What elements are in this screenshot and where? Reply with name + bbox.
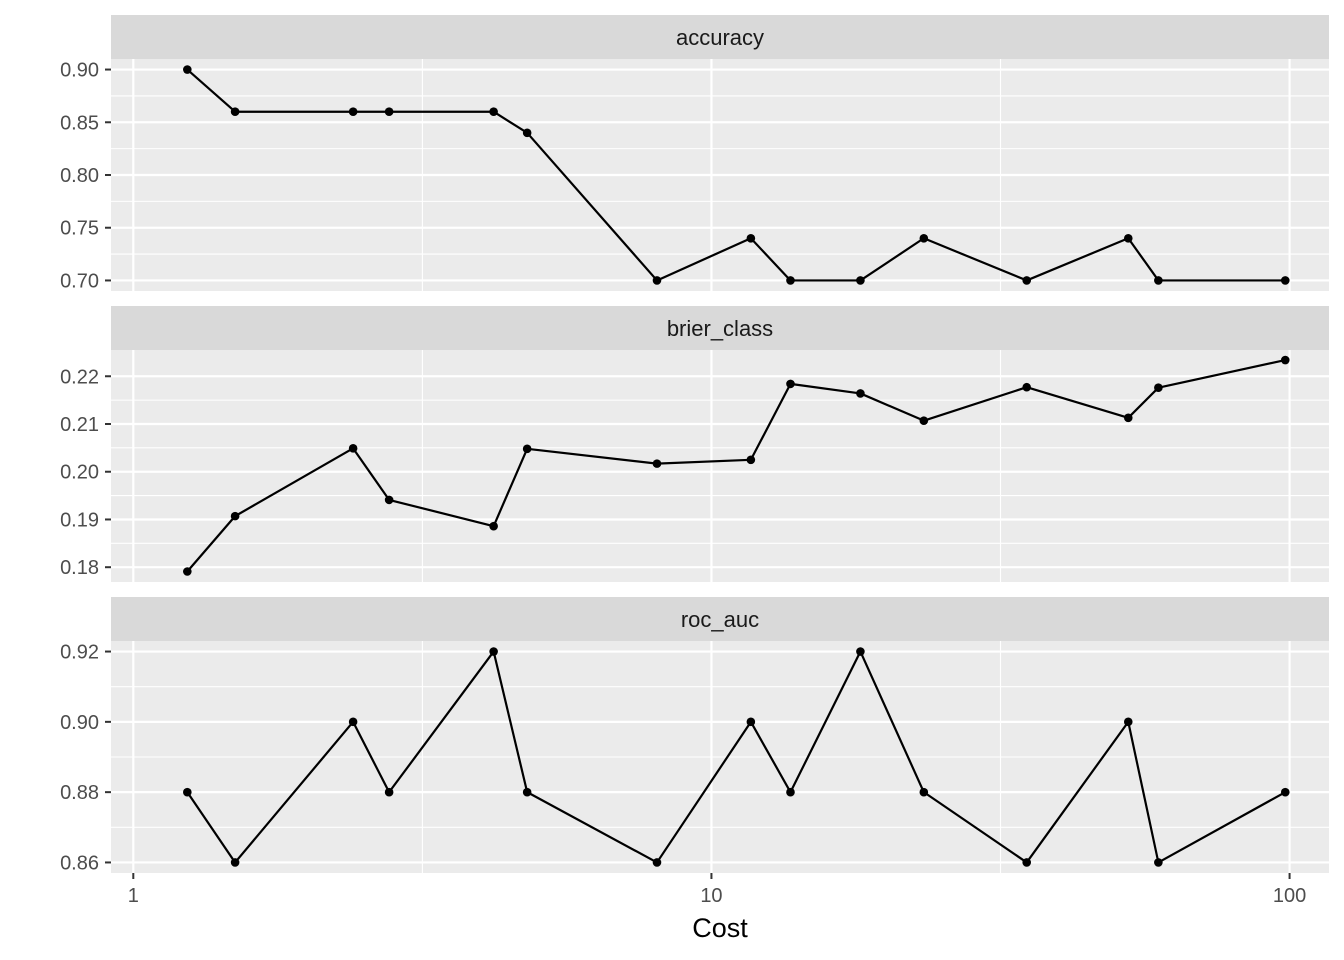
facet-panel-brier_class: brier_class 0.18 0.19 0.20 0.21 0.22: [60, 306, 1329, 582]
facet-strip-label: roc_auc: [681, 607, 759, 632]
y-tick-label: 0.18: [60, 557, 99, 579]
data-point: [522, 787, 532, 797]
panel-background: [111, 350, 1329, 582]
data-point: [1022, 858, 1032, 867]
data-point: [489, 107, 498, 117]
data-point: [1123, 233, 1133, 243]
gridlines: [111, 59, 1329, 291]
y-tick-label: 0.75: [60, 218, 99, 240]
data-point: [384, 495, 394, 505]
data-point: [230, 858, 240, 867]
data-point: [1022, 276, 1032, 285]
x-axis-title: Cost: [692, 913, 748, 943]
data-point: [348, 444, 358, 453]
y-tick-label: 0.19: [60, 509, 99, 531]
data-point: [183, 65, 192, 74]
x-axis: 1 10 100: [128, 873, 1306, 907]
data-point: [230, 107, 240, 117]
facet-strip-label: accuracy: [676, 25, 764, 50]
data-point: [1280, 276, 1290, 285]
data-point: [348, 107, 358, 117]
data-point: [230, 511, 240, 521]
y-tick-label: 0.92: [60, 642, 99, 664]
data-point: [652, 459, 662, 468]
y-tick-label: 0.90: [60, 712, 99, 734]
facet-panel-accuracy: accuracy 0.70 0.75 0.80 0.85 0.90: [60, 15, 1329, 292]
data-points-brier_class: [183, 355, 1290, 576]
data-point: [1154, 383, 1163, 393]
panels-layer: accuracy 0.70 0.75 0.80 0.85 0.90 brier_class 0…: [60, 15, 1329, 874]
data-point: [652, 276, 662, 285]
data-point: [652, 858, 662, 867]
y-tick-label: 0.85: [60, 112, 99, 134]
facet-strip-label: brier_class: [667, 316, 773, 341]
facet-strip-accuracy: [111, 15, 1329, 59]
data-point: [786, 787, 795, 797]
y-tick-label: 0.80: [60, 165, 99, 187]
y-tick-label: 0.86: [60, 852, 99, 874]
y-axis-brier_class: 0.18 0.19 0.20 0.21 0.22: [60, 366, 111, 579]
data-point: [786, 379, 795, 389]
gridlines: [111, 350, 1329, 582]
data-point: [522, 444, 532, 454]
y-axis-accuracy: 0.70 0.75 0.80 0.85 0.90: [60, 60, 111, 292]
data-point: [1123, 717, 1133, 727]
data-point: [746, 455, 756, 465]
y-tick-label: 0.88: [60, 782, 99, 804]
data-point: [856, 389, 865, 398]
y-tick-label: 0.70: [60, 270, 99, 292]
data-point: [1154, 276, 1163, 285]
data-point: [856, 647, 865, 656]
data-point: [919, 416, 929, 425]
data-point: [1280, 787, 1290, 797]
y-tick-label: 0.22: [60, 366, 99, 388]
data-point: [348, 717, 358, 727]
data-point: [919, 787, 929, 797]
data-point: [1154, 858, 1163, 867]
data-point: [1022, 382, 1032, 392]
x-tick-label: 10: [700, 885, 722, 907]
data-point: [384, 787, 394, 797]
y-tick-label: 0.21: [60, 414, 99, 436]
y-axis-roc_auc: 0.86 0.88 0.90 0.92: [60, 642, 111, 874]
data-point: [489, 521, 498, 531]
facet-strip-roc_auc: [111, 597, 1329, 641]
facet-strip-brier_class: [111, 306, 1329, 350]
data-point: [489, 647, 498, 656]
data-point: [1123, 413, 1133, 423]
data-point: [183, 787, 192, 797]
data-point: [522, 128, 532, 138]
data-point: [786, 276, 795, 285]
data-points-roc_auc: [183, 647, 1290, 867]
facet-panel-roc_auc: roc_auc 0.86 0.88 0.90 0.92: [60, 597, 1329, 874]
data-point: [746, 717, 756, 727]
data-point: [384, 107, 394, 117]
data-point: [1280, 355, 1290, 365]
data-point: [856, 276, 865, 285]
x-tick-label: 1: [128, 885, 139, 907]
data-points-accuracy: [183, 65, 1290, 285]
y-tick-label: 0.90: [60, 60, 99, 82]
data-point: [746, 233, 756, 243]
x-tick-label: 100: [1273, 885, 1306, 907]
data-point: [183, 567, 192, 576]
y-tick-label: 0.20: [60, 462, 99, 484]
data-point: [919, 233, 929, 243]
